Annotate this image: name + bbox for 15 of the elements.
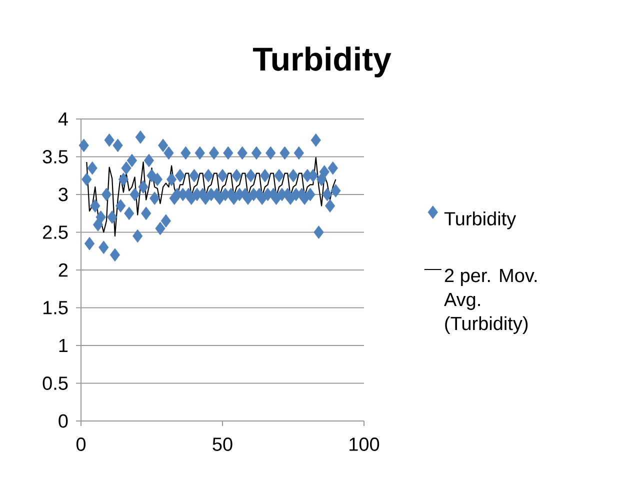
y-tick-label: 2 [58,263,68,277]
y-tick-label: 3.5 [42,150,68,164]
y-tick-label: 4 [58,112,68,126]
y-tick-label: 1 [59,338,68,352]
x-tick-label: 100 [350,438,380,451]
y-tick-label: 1.5 [44,301,68,314]
x-tick-label: 50 [212,438,232,451]
chart-title: Turbidity [253,46,392,78]
y-tick-label: 0.5 [42,376,68,390]
y-tick-label: 2.5 [43,226,68,239]
y-tick-label: 0 [58,414,68,428]
y-tick-label: 3 [58,188,68,202]
legend-label: 2 per. Mov. Avg. (Turbidity) [444,268,537,334]
legend-label: Turbidity [444,212,516,230]
x-tick-label: 0 [76,438,86,451]
